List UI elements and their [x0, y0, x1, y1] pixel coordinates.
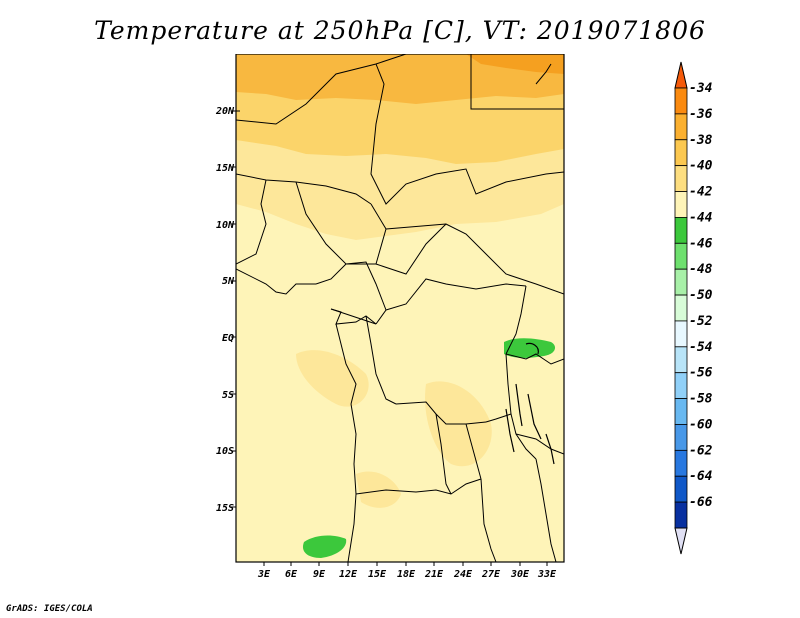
lat-axis: 20N 15N 10N 5N EQ 5S 10S 15S: [215, 106, 240, 514]
lat-label: 15N: [216, 163, 235, 174]
colorbar-box: [674, 268, 688, 296]
lon-label: 21E: [424, 569, 444, 580]
colorbar-label: -46: [689, 236, 713, 251]
field-band-34-36: [466, 54, 564, 74]
colorbar-label: -48: [689, 262, 713, 277]
lon-label: 18E: [397, 569, 416, 580]
colorbar-top-arrow: [674, 61, 688, 89]
lon-label: 24E: [453, 569, 473, 580]
lat-label: 20N: [215, 106, 235, 117]
colorbar-label: -38: [689, 133, 713, 148]
lat-label: 15S: [216, 503, 234, 514]
colorbar-bottom-arrow: [674, 527, 688, 555]
colorbar-label: -54: [689, 340, 713, 355]
lon-label: 3E: [257, 569, 271, 580]
field-green-east: [504, 338, 556, 358]
field-patch-south-3: [356, 471, 401, 508]
colorbar-box: [674, 372, 688, 399]
lat-label: 5N: [222, 276, 235, 287]
colorbar-box: [674, 320, 688, 348]
colorbar-box: [674, 113, 688, 141]
colorbar-label: -58: [689, 392, 713, 407]
temperature-map: [236, 54, 564, 562]
lon-label: 12E: [339, 569, 358, 580]
colorbar-box: [674, 449, 688, 477]
lon-label: 6E: [285, 569, 298, 580]
colorbar-label: -64: [689, 469, 713, 484]
colorbar-box: [674, 398, 688, 425]
colorbar-box: [674, 424, 688, 451]
lat-label: 10N: [216, 220, 235, 231]
axis-ticks: [231, 54, 565, 566]
field-patch-south-1: [296, 350, 369, 407]
colorbar-label: -44: [689, 210, 713, 225]
colorbar-label: -34: [689, 81, 713, 96]
colorbar-label: -56: [689, 366, 713, 381]
colorbar-box: [674, 501, 688, 529]
lon-label: 15E: [368, 569, 387, 580]
colorbar-label: -40: [689, 159, 713, 174]
field-green-south: [302, 535, 347, 558]
colorbar-label: -62: [689, 443, 713, 458]
colorbar-label: -52: [689, 314, 713, 329]
colorbar-box: [674, 87, 688, 115]
colorbar-label: -36: [689, 107, 713, 122]
colorbar-box: [674, 346, 688, 374]
lon-axis: 3E 6E 9E 12E 15E 18E 21E 24E 27E 30E 33E: [257, 569, 557, 580]
lon-label: 27E: [481, 569, 501, 580]
colorbar-box: [674, 139, 688, 167]
lon-label: 33E: [537, 569, 557, 580]
colorbar-label: -66: [689, 495, 713, 510]
colorbar-box: [674, 294, 688, 322]
colorbar-box: [674, 191, 688, 218]
lat-label: 10S: [216, 446, 234, 457]
credit-text: GrADS: IGES/COLA: [6, 604, 93, 614]
colorbar: -34 -36 -38 -40 -42 -44 -46 -48 -50 -52 -54 -56 -58 -…: [674, 61, 713, 555]
lat-label: EQ: [222, 333, 234, 344]
lon-label: 9E: [313, 569, 326, 580]
colorbar-label: -42: [689, 185, 713, 200]
colorbar-box: [674, 217, 688, 244]
chart-title: Temperature at 250hPa [C], VT: 201907180…: [94, 16, 706, 45]
country-boundaries: [236, 54, 564, 562]
lakes: [505, 342, 555, 465]
colorbar-box: [674, 165, 688, 192]
colorbar-label: -60: [689, 417, 713, 432]
colorbar-label: -50: [689, 288, 713, 303]
colorbar-box: [674, 242, 688, 270]
lat-label: 5S: [222, 390, 234, 401]
colorbar-box: [674, 475, 688, 503]
lon-label: 30E: [510, 569, 530, 580]
